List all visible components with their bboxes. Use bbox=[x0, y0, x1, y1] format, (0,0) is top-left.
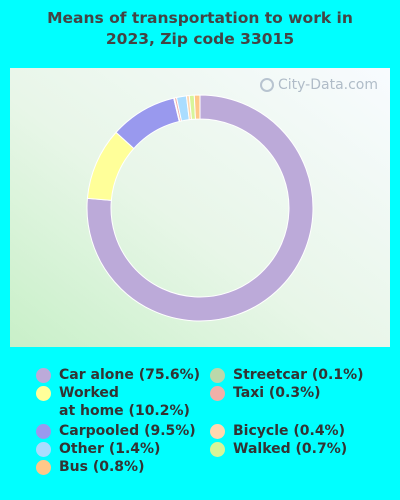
legend-label: Bicycle (0.4%) bbox=[233, 423, 345, 439]
slice-car-alone bbox=[86, 94, 314, 322]
chart-title-text: Means of transportation to work in 2023,… bbox=[47, 9, 353, 48]
legend-swatch bbox=[210, 442, 225, 457]
legend-label: Bus (0.8%) bbox=[59, 459, 145, 475]
legend-label: Carpooled (9.5%) bbox=[59, 423, 196, 439]
legend-swatch bbox=[36, 386, 51, 401]
legend-item-bicycle: Bicycle (0.4%) bbox=[210, 422, 345, 440]
legend-label: Car alone (75.6%) bbox=[59, 367, 201, 383]
slice-bus bbox=[193, 94, 201, 120]
chart-area: City-Data.com bbox=[10, 68, 390, 347]
slice-carpooled bbox=[115, 97, 180, 150]
watermark-text: City-Data.com bbox=[277, 77, 378, 93]
legend-swatch bbox=[36, 442, 51, 457]
legend-label: Worked at home (10.2%) bbox=[59, 385, 190, 419]
legend-label: Other (1.4%) bbox=[59, 441, 161, 457]
legend-label: Walked (0.7%) bbox=[233, 441, 348, 457]
watermark: City-Data.com bbox=[259, 77, 378, 93]
legend-item-walked: Walked (0.7%) bbox=[210, 440, 347, 458]
legend-item-taxi: Taxi (0.3%) bbox=[210, 384, 321, 402]
legend-swatch bbox=[210, 368, 225, 383]
chart-title: Means of transportation to work in 2023,… bbox=[0, 8, 400, 50]
legend-label: Streetcar (0.1%) bbox=[233, 367, 364, 383]
watermark-search-icon bbox=[259, 78, 274, 92]
legend-swatch bbox=[36, 424, 51, 439]
legend-swatch bbox=[210, 386, 225, 401]
legend-swatch bbox=[210, 424, 225, 439]
legend-item-worked-at-home: Worked at home (10.2%) bbox=[36, 384, 190, 420]
donut-chart bbox=[86, 94, 314, 322]
legend: Car alone (75.6%) Worked at home (10.2%) C… bbox=[0, 366, 400, 500]
legend-item-other: Other (1.4%) bbox=[36, 440, 160, 458]
legend-label: Taxi (0.3%) bbox=[233, 385, 321, 401]
legend-item-car-alone: Car alone (75.6%) bbox=[36, 366, 200, 384]
legend-item-streetcar: Streetcar (0.1%) bbox=[210, 366, 364, 384]
legend-item-carpooled: Carpooled (9.5%) bbox=[36, 422, 196, 440]
legend-item-bus: Bus (0.8%) bbox=[36, 458, 144, 476]
legend-swatch bbox=[36, 460, 51, 475]
legend-swatch bbox=[36, 368, 51, 383]
